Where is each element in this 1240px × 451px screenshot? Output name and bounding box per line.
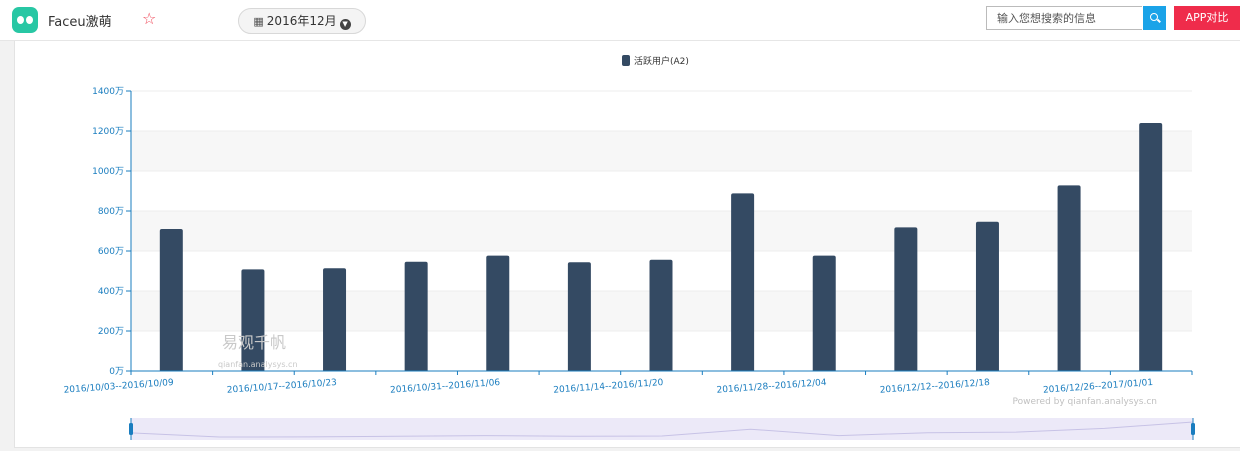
bar-2016/12/12--2016/12/18[interactable]	[975, 221, 999, 371]
top-bar: Faceu激萌 ☆ ▦2016年12月▼ APP对比	[0, 0, 1240, 41]
x-tick-label: 2016/12/12--2016/12/18	[879, 378, 990, 396]
app-compare-button[interactable]: APP对比	[1174, 6, 1240, 30]
x-tick-label: 2016/10/17--2016/10/23	[227, 378, 338, 396]
bar-2016/10/24--2016/10/30[interactable]	[404, 261, 428, 371]
bar-2016/10/10--2016/10/16[interactable]	[241, 269, 265, 371]
search-input[interactable]	[986, 6, 1142, 30]
zoom-slider-track[interactable]	[131, 418, 1193, 440]
bar-2016/10/17--2016/10/23[interactable]	[323, 268, 347, 371]
x-tick-label: 2016/10/31--2016/11/06	[390, 378, 501, 396]
bar-2016/10/31--2016/11/06[interactable]	[486, 255, 510, 371]
y-tick-label: 200万	[98, 327, 124, 337]
legend-swatch[interactable]	[622, 55, 630, 66]
powered-by: Powered by qianfan.analysys.cn	[1013, 397, 1157, 407]
y-tick-label: 1000万	[92, 167, 124, 177]
watermark-title: 易观千帆	[222, 333, 286, 352]
calendar-icon: ▦	[253, 15, 264, 28]
date-selector[interactable]: ▦ 2016年12月 ▼	[238, 8, 366, 34]
bar-2016/11/07--2016/11/13[interactable]	[567, 262, 591, 371]
watermark: 易观千帆 qianfan.analysys.cn	[218, 333, 298, 369]
y-tick-label: 1200万	[92, 127, 124, 137]
bar-2016/10/03--2016/10/09[interactable]	[159, 229, 183, 371]
x-tick-label: 2016/12/26--2017/01/01	[1043, 378, 1154, 396]
y-tick-label: 0万	[109, 367, 124, 377]
favorite-star-icon[interactable]: ☆	[142, 9, 157, 28]
date-label: 2016年12月	[266, 14, 337, 28]
grid-band	[131, 91, 1192, 131]
zoom-handle-right[interactable]	[1191, 423, 1195, 435]
grid-band	[131, 211, 1192, 251]
grid-band	[131, 171, 1192, 211]
x-tick-label: 2016/11/14--2016/11/20	[553, 378, 664, 396]
zoom-handle-left[interactable]	[129, 423, 133, 435]
y-tick-label: 800万	[98, 207, 124, 217]
bar-2016/12/26--2017/01/01[interactable]	[1139, 123, 1163, 371]
bar-2016/11/28--2016/12/04[interactable]	[812, 255, 836, 371]
bar-2016/12/05--2016/12/11[interactable]	[894, 227, 918, 371]
search-button[interactable]	[1143, 6, 1166, 30]
bar-2016/11/14--2016/11/20[interactable]	[649, 259, 673, 371]
chevron-down-icon: ▼	[339, 19, 351, 30]
y-tick-label: 1400万	[92, 87, 124, 97]
y-tick-label: 400万	[98, 287, 124, 297]
y-tick-label: 600万	[98, 247, 124, 257]
x-tick-label: 2016/11/28--2016/12/04	[716, 378, 827, 396]
data-zoom-slider[interactable]	[129, 418, 1195, 440]
zoom-preview-line	[130, 421, 1194, 438]
x-tick-label: 2016/10/03--2016/10/09	[63, 378, 174, 396]
bar-2016/12/19--2016/12/25[interactable]	[1057, 185, 1081, 371]
grid-band	[131, 131, 1192, 171]
legend-label[interactable]: 活跃用户(A2)	[634, 55, 689, 67]
search-icon	[1150, 13, 1158, 21]
app-name: Faceu激萌	[48, 15, 112, 30]
bar-2016/11/21--2016/11/27[interactable]	[731, 193, 755, 371]
watermark-subtitle: qianfan.analysys.cn	[218, 360, 298, 369]
app-logo-icon	[12, 7, 38, 33]
